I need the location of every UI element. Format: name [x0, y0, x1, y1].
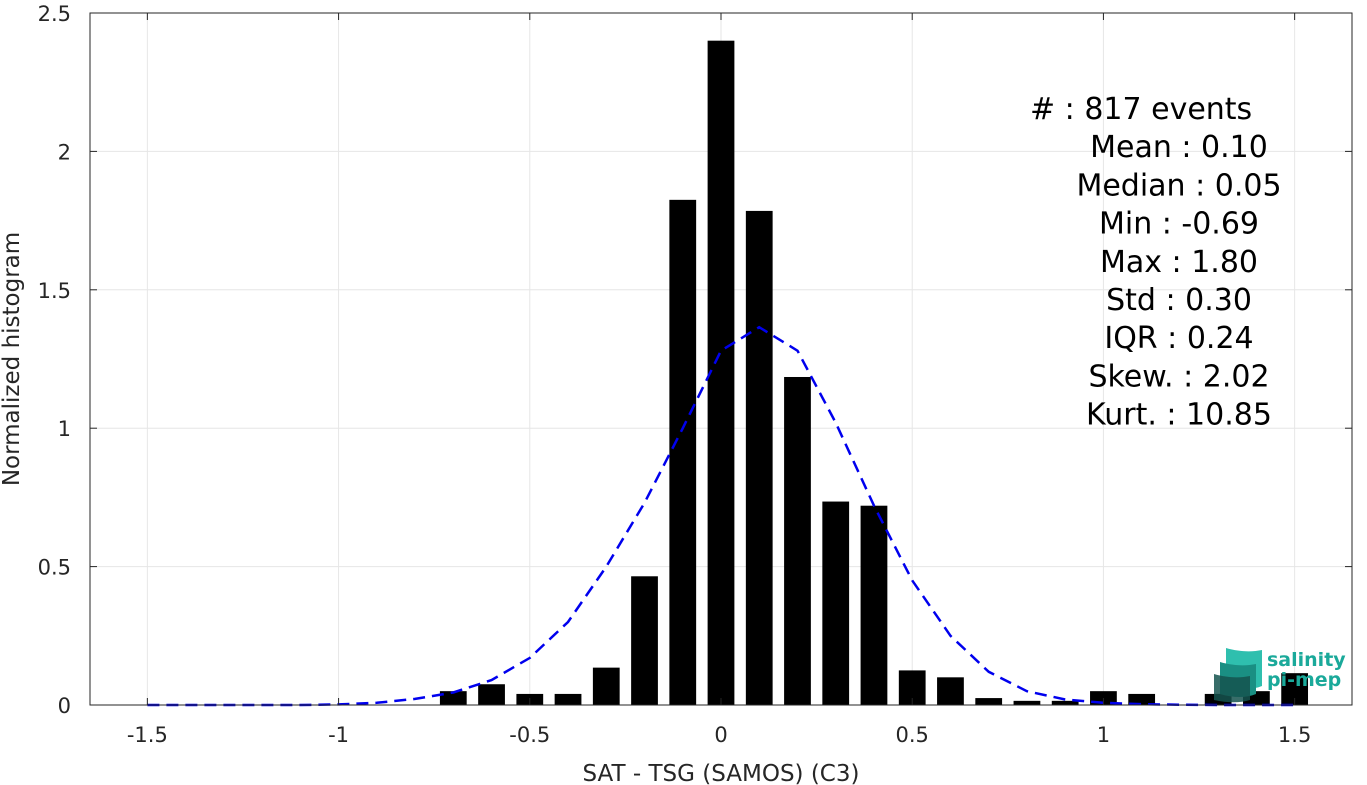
y-tick-label: 1.5: [38, 279, 71, 303]
y-axis-ticks: 0 0.5 1 1.5 2 2.5: [38, 2, 1352, 718]
histogram-bar: [669, 199, 697, 705]
y-tick-label: 2: [58, 140, 71, 164]
y-tick-label: 0: [58, 694, 71, 718]
y-tick-label: 2.5: [38, 2, 71, 26]
histogram-bar: [975, 698, 1003, 705]
logo-mark-icon: [1214, 648, 1262, 703]
histogram-bar: [592, 667, 620, 705]
stats-line: Min : -0.69: [1099, 207, 1259, 242]
histogram-bar: [784, 376, 811, 705]
x-axis-label: SAT - TSG (SAMOS) (C3): [583, 761, 860, 785]
histogram-bar: [1128, 693, 1156, 705]
stats-line: Mean : 0.10: [1090, 130, 1268, 165]
logo-line-1: salinity: [1267, 649, 1346, 671]
x-axis-ticks: -1.5 -1 -0.5 0 0.5 1 1.5: [127, 13, 1311, 747]
stats-line: # : 817 events: [1030, 92, 1252, 127]
stats-line: Skew. : 2.02: [1088, 359, 1269, 394]
histogram-bar: [478, 684, 505, 705]
histogram-bars: [439, 40, 1309, 706]
histogram-bar: [554, 693, 582, 705]
histogram-bar: [937, 677, 964, 705]
histogram-bar: [631, 576, 658, 705]
stats-line: Std : 0.30: [1106, 283, 1252, 318]
x-tick-label: 1: [1097, 723, 1110, 747]
logo-line-2: pi-mep: [1267, 669, 1341, 691]
x-tick-label: 0: [714, 723, 727, 747]
histogram-bar: [860, 505, 888, 705]
histogram-bar: [707, 40, 735, 706]
x-tick-label: -1.5: [127, 723, 168, 747]
x-tick-label: 1.5: [1278, 723, 1311, 747]
histogram-bar: [1051, 700, 1079, 705]
salinity-pi-mep-logo: salinity pi-mep: [1214, 648, 1346, 703]
x-tick-label: -0.5: [509, 723, 550, 747]
stats-line: Max : 1.80: [1100, 245, 1258, 280]
histogram-bar: [439, 691, 467, 705]
stats-line: Median : 0.05: [1076, 168, 1281, 203]
histogram-bar: [1013, 700, 1041, 705]
x-tick-label: -1: [328, 723, 349, 747]
x-tick-label: 0.5: [896, 723, 929, 747]
y-tick-label: 1: [58, 417, 71, 441]
histogram-bar: [822, 501, 850, 705]
y-tick-label: 0.5: [38, 556, 71, 580]
histogram-bar: [745, 210, 773, 706]
stats-line: Kurt. : 10.85: [1086, 398, 1272, 433]
y-axis-label: Normalized histogram: [0, 232, 25, 486]
stats-line: IQR : 0.24: [1104, 321, 1253, 356]
